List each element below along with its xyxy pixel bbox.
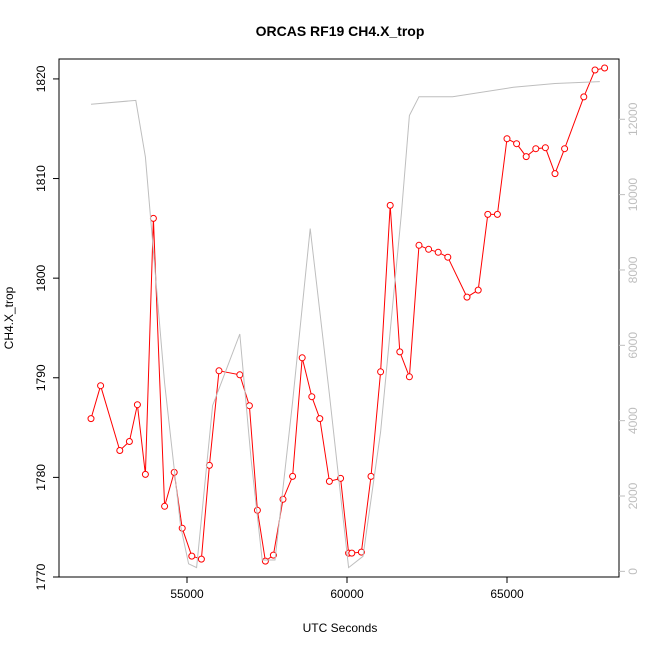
ch4-data-point bbox=[580, 93, 588, 101]
ch4-data-point bbox=[316, 415, 324, 423]
ch4-data-point bbox=[503, 135, 511, 143]
ch4-data-point bbox=[415, 241, 423, 249]
y2-tick-label: 12000 bbox=[626, 102, 640, 136]
ch4-data-point bbox=[298, 354, 306, 362]
ch4-data-point bbox=[474, 286, 482, 294]
ch4-data-point bbox=[386, 201, 394, 209]
ch4-data-point bbox=[161, 502, 169, 510]
y-tick-label: 1820 bbox=[34, 65, 48, 92]
ch4-data-point bbox=[141, 470, 149, 478]
ch4-data-point bbox=[367, 472, 375, 480]
ch4-data-point bbox=[116, 447, 124, 454]
ch4-data-point bbox=[133, 401, 141, 409]
y2-tick-label: 2000 bbox=[626, 482, 640, 509]
ch4-data-point bbox=[261, 557, 269, 565]
ch4-data-point bbox=[591, 66, 599, 74]
y-axis-label: CH4.X_trop bbox=[2, 286, 16, 349]
ch4-data-point bbox=[348, 549, 356, 557]
x-tick-label: 55000 bbox=[170, 587, 204, 601]
ch4-data-point bbox=[522, 153, 530, 161]
x-tick-label: 65000 bbox=[490, 587, 524, 601]
x-tick-label: 60000 bbox=[330, 587, 364, 601]
ch4-data-point bbox=[245, 402, 253, 410]
ch4-data-point bbox=[279, 495, 287, 503]
y-tick-label: 1770 bbox=[34, 563, 48, 590]
ch4-data-point bbox=[513, 140, 521, 148]
ch4-data-point bbox=[561, 145, 569, 153]
ch4-data-point bbox=[125, 438, 133, 445]
ch4-data-point bbox=[377, 368, 385, 376]
chart-title: ORCAS RF19 CH4.X_trop bbox=[256, 23, 425, 39]
ch4-data-point bbox=[215, 367, 223, 375]
x-axis-label: UTC Seconds bbox=[303, 621, 378, 635]
ch4-series-line bbox=[90, 67, 605, 562]
ch4-data-point bbox=[551, 170, 559, 178]
ch4-data-point bbox=[405, 373, 413, 381]
ch4-data-point bbox=[236, 371, 244, 379]
ch4-data-point bbox=[396, 348, 404, 356]
ch4-data-point bbox=[484, 210, 492, 218]
ch4-data-point bbox=[493, 210, 501, 218]
ch4-data-point bbox=[434, 248, 442, 256]
ch4-data-point bbox=[444, 253, 452, 261]
y-tick-label: 1780 bbox=[34, 464, 48, 491]
y2-tick-label: 8000 bbox=[626, 256, 640, 283]
altitude-series-line bbox=[90, 81, 600, 569]
ch4-data-point bbox=[97, 382, 105, 390]
ch4-data-point bbox=[188, 552, 196, 560]
y-tick-label: 1810 bbox=[34, 165, 48, 192]
ch4-data-point bbox=[541, 144, 549, 152]
y2-tick-label: 0 bbox=[626, 568, 640, 575]
ch4-data-point bbox=[601, 64, 609, 72]
ch4-data-point bbox=[532, 145, 540, 153]
ch4-data-point bbox=[289, 472, 297, 480]
ch4-data-point bbox=[463, 293, 471, 301]
y2-tick-label: 6000 bbox=[626, 332, 640, 359]
y2-tick-label: 10000 bbox=[626, 178, 640, 212]
plot-frame bbox=[58, 58, 620, 578]
ch4-data-point bbox=[325, 477, 333, 485]
y2-tick-label: 4000 bbox=[626, 407, 640, 434]
ch4-data-point bbox=[308, 393, 316, 401]
ch4-data-point bbox=[87, 415, 95, 423]
y-tick-label: 1800 bbox=[34, 264, 48, 291]
y-tick-label: 1790 bbox=[34, 364, 48, 391]
plot-area: 55000 60000 65000 1770 1780 1790 1800 1810 1820 0… bbox=[34, 58, 640, 601]
ch4-data-point bbox=[425, 245, 433, 253]
ch4-data-point bbox=[197, 555, 205, 563]
